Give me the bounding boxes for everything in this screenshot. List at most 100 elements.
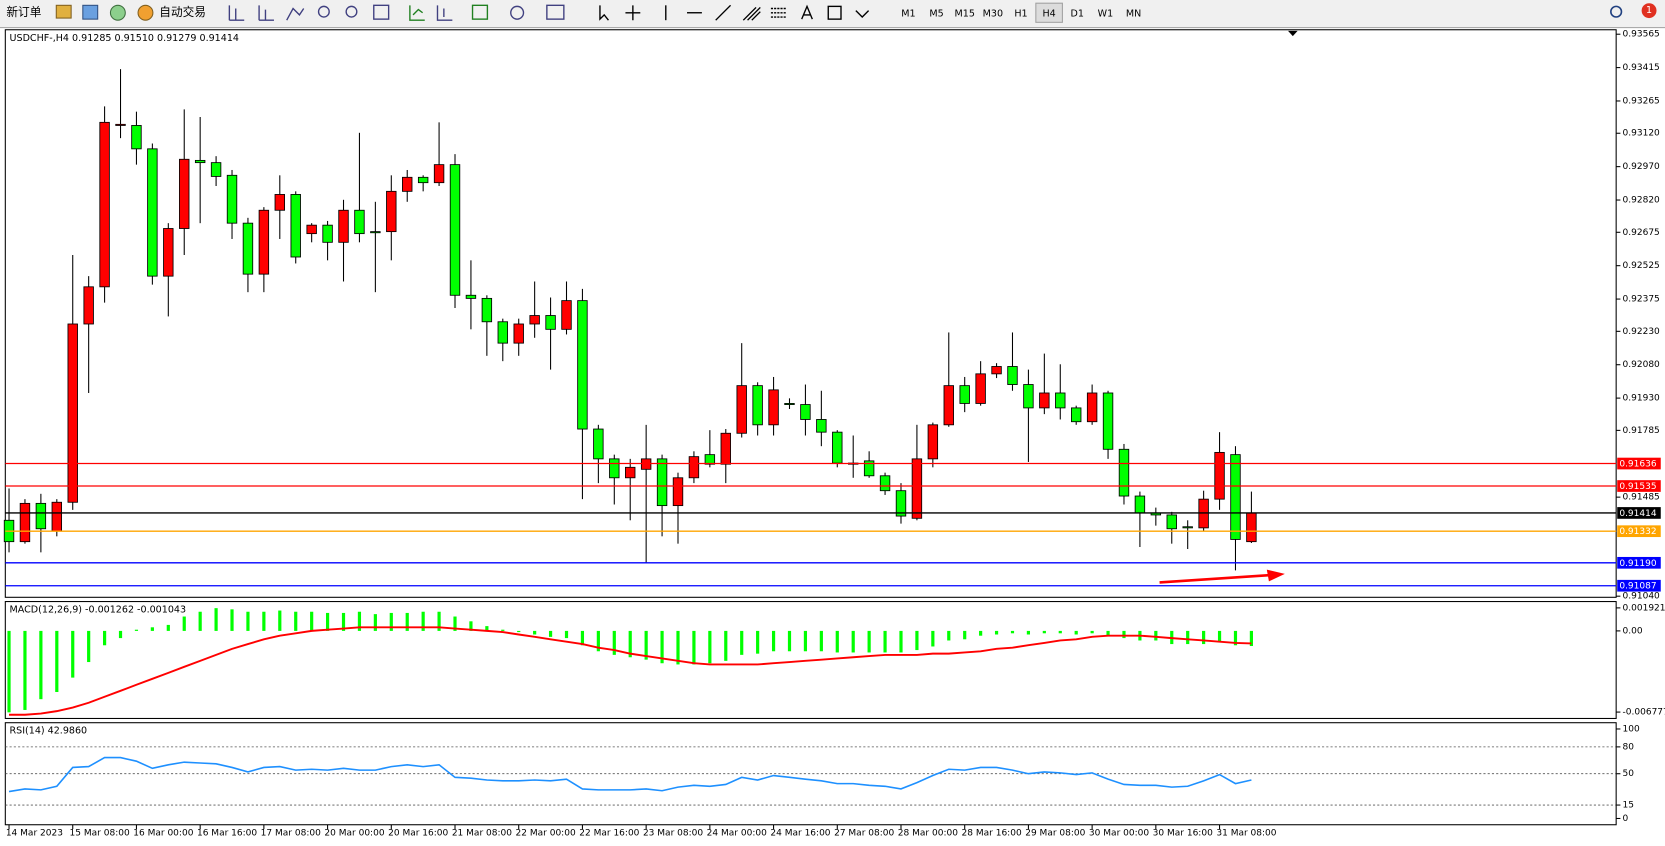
active-timeframe[interactable] xyxy=(1035,2,1063,23)
macd-bar xyxy=(612,630,616,655)
candle-body xyxy=(561,300,572,330)
price-level-tag xyxy=(1617,507,1661,519)
candle-body xyxy=(242,222,254,275)
auto-trading-button[interactable]: 自动交易 xyxy=(159,5,206,19)
icon[interactable] xyxy=(82,4,99,20)
candle-body xyxy=(481,297,493,323)
macd-bar xyxy=(819,630,823,652)
y-tick-label: 100 xyxy=(1623,724,1640,734)
icon[interactable] xyxy=(258,5,274,21)
macd-bar xyxy=(517,630,521,633)
icon[interactable] xyxy=(345,5,358,18)
macd-bar xyxy=(405,612,409,631)
candle-body xyxy=(927,424,939,460)
trendline-icon[interactable] xyxy=(715,4,732,21)
timeframe-button[interactable]: D1 xyxy=(1071,8,1084,19)
macd-bar xyxy=(469,621,473,631)
y-tick-label: 0.001921 xyxy=(1623,603,1665,613)
icon[interactable] xyxy=(436,5,453,21)
macd-bar xyxy=(278,610,282,631)
macd-bar xyxy=(1106,630,1110,636)
candle-body xyxy=(1230,454,1241,540)
macd-bar xyxy=(533,630,537,635)
candle-body xyxy=(1023,384,1034,409)
macd-bar xyxy=(246,611,250,631)
macd-bar xyxy=(692,630,696,665)
macd-bar xyxy=(1010,630,1015,634)
y-tick-label: 0.93265 xyxy=(1623,96,1660,106)
text-icon[interactable] xyxy=(801,4,813,20)
timeframe-button[interactable]: M5 xyxy=(929,8,943,19)
icon[interactable] xyxy=(317,5,330,18)
arrows-icon[interactable] xyxy=(855,10,870,18)
timeframes: M1 M5 M15 M30 H1 H4 D1 W1 MN xyxy=(901,2,1141,23)
candle-body xyxy=(99,121,110,288)
icon[interactable] xyxy=(109,4,126,21)
icon[interactable] xyxy=(471,4,489,20)
timeframe-button[interactable]: M30 xyxy=(983,8,1003,19)
macd-bar xyxy=(835,630,839,653)
channel-icon[interactable] xyxy=(742,6,761,21)
candle-body xyxy=(1039,392,1050,409)
search-icon[interactable] xyxy=(1610,5,1623,18)
candle-body xyxy=(784,403,795,405)
y-tick-label: 15 xyxy=(1623,801,1634,811)
macd-bar xyxy=(1217,630,1222,642)
macd-bar xyxy=(660,630,664,664)
toolbar: 新订单 自动交易 M1 M5 M1 xyxy=(0,0,1665,29)
candle-body xyxy=(577,300,588,430)
y-tick-label: 0.91485 xyxy=(1623,493,1660,503)
price-level-tag xyxy=(1617,457,1661,470)
label-icon[interactable] xyxy=(827,5,842,20)
y-tick-label: 0.93415 xyxy=(1623,63,1660,73)
x-tick-label: 27 Mar 08:00 xyxy=(834,829,894,839)
icon[interactable] xyxy=(55,4,72,19)
candle-body xyxy=(497,321,508,344)
timeframe-button[interactable]: MN xyxy=(1126,8,1141,19)
new-order-button[interactable]: 新订单 xyxy=(6,5,41,19)
candle-body xyxy=(274,194,286,211)
candle-body xyxy=(1246,512,1257,543)
candle-body xyxy=(131,125,142,150)
icon[interactable] xyxy=(409,5,425,21)
timeframe-button[interactable]: M1 xyxy=(901,8,915,19)
icon[interactable] xyxy=(286,7,305,21)
y-tick-label: 0.93120 xyxy=(1623,129,1661,139)
timeframe-button[interactable]: H1 xyxy=(1014,8,1027,19)
candle-body xyxy=(19,502,31,543)
macd-bar xyxy=(166,624,170,631)
timeframe-button[interactable]: H4 xyxy=(1042,8,1055,19)
panel-title: MACD(12,26,9) -0.001262 -0.001043 xyxy=(10,605,186,616)
icon[interactable] xyxy=(510,5,525,20)
macd-bar xyxy=(756,630,760,654)
icon[interactable] xyxy=(546,4,565,20)
timeframe-button[interactable]: M15 xyxy=(955,8,975,19)
macd-bar xyxy=(1026,630,1031,635)
icon[interactable] xyxy=(373,4,390,20)
macd-bar xyxy=(198,611,202,631)
auto-trading-icon[interactable] xyxy=(137,4,154,21)
price-level-label: 0.91636 xyxy=(1619,460,1657,470)
candle-body xyxy=(529,315,540,325)
macd-bar xyxy=(310,611,314,631)
candle-body xyxy=(51,501,63,532)
macd-bar xyxy=(214,608,218,631)
macd-bar xyxy=(437,611,441,631)
icon[interactable] xyxy=(228,5,245,21)
macd-bar xyxy=(118,630,123,639)
crosshair-icon[interactable] xyxy=(625,5,641,21)
candle-body xyxy=(879,475,891,492)
alerts-badge[interactable] xyxy=(1641,3,1657,19)
macd-bar xyxy=(548,630,553,637)
fibo-icon[interactable] xyxy=(770,7,786,18)
cursor-icon[interactable] xyxy=(599,5,609,21)
timeframe-button[interactable]: W1 xyxy=(1098,8,1114,19)
macd-bar xyxy=(1154,630,1158,641)
macd-bar xyxy=(421,611,425,631)
candle-body xyxy=(386,190,397,233)
x-tick-label: 31 Mar 08:00 xyxy=(1216,829,1276,839)
panel-title: RSI(14) 42.9860 xyxy=(10,726,88,737)
macd-bar xyxy=(485,626,489,631)
macd-bar xyxy=(294,611,298,631)
